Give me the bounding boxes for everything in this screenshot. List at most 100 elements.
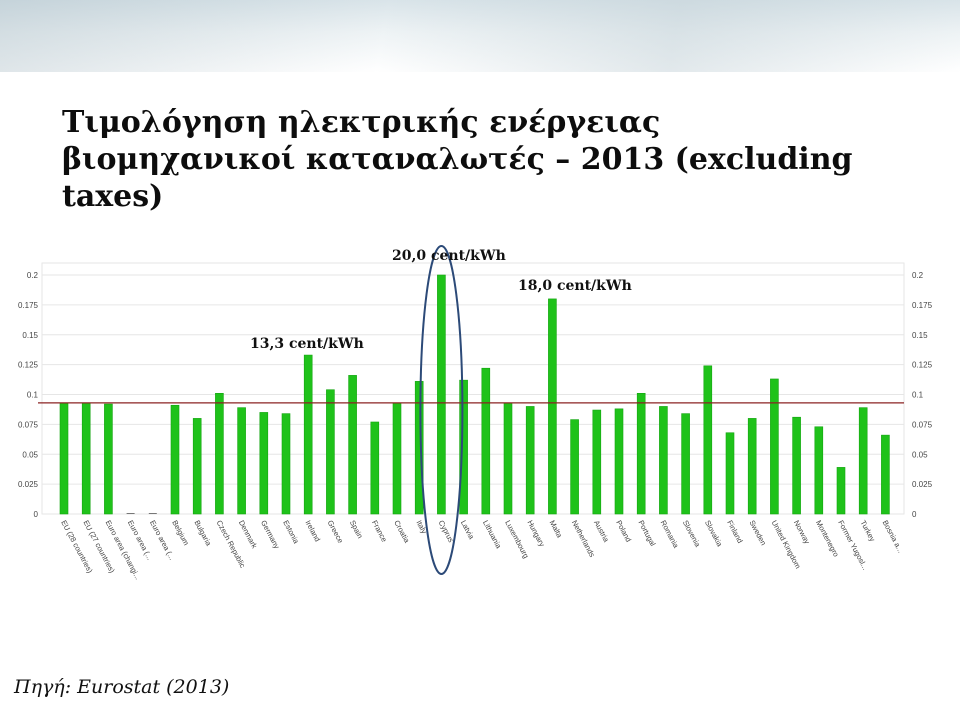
x-tick-label: Austria: [592, 519, 611, 545]
y-tick-label-left: 0.2: [27, 271, 39, 280]
bar: [303, 354, 313, 515]
title-line-2: βιομηχανικοί καταναλωτές – 2013 (excludi…: [62, 142, 853, 177]
x-tick-label: Croatia: [392, 519, 412, 545]
x-tick-label: Netherlands: [570, 519, 597, 559]
bar: [459, 379, 468, 515]
y-tick-label-left: 0: [34, 510, 39, 519]
x-tick-label: Belgium: [170, 519, 191, 547]
bar: [881, 434, 890, 515]
annotation-label: 13,3 cent/kWh: [250, 336, 364, 352]
y-tick-label-left: 0.175: [18, 301, 39, 310]
bar: [237, 407, 246, 515]
annotation-label: 20,0 cent/kWh: [392, 248, 506, 264]
x-tick-label: Ireland: [303, 519, 322, 543]
y-tick-label-left: 0.15: [22, 331, 38, 340]
bar: [81, 402, 91, 515]
annotation-label: 18,0 cent/kWh: [518, 278, 632, 294]
y-axis-ticks: 0 0 0.025 0.025 0.05 0.05 0.075 0.075 0.1 0.1 0.12…: [18, 271, 933, 519]
x-tick-label: Denmark: [237, 519, 259, 550]
bar: [747, 418, 757, 515]
bar: [814, 426, 824, 515]
chart-grid: [41, 262, 905, 515]
x-tick-label: Latvia: [459, 519, 477, 542]
bar: [614, 408, 624, 515]
y-tick-label-right: 0: [912, 510, 917, 519]
bar: [858, 407, 868, 515]
bar: [836, 467, 846, 515]
bar: [170, 404, 180, 515]
y-tick-label-right: 0.2: [912, 271, 924, 280]
x-axis-ticks: EU (28 countries)EU (27 countries)Euro a…: [59, 519, 905, 581]
bar: [192, 418, 202, 515]
x-tick-label: Finland: [725, 519, 744, 545]
bar: [770, 378, 779, 515]
y-tick-label-right: 0.15: [912, 331, 928, 340]
header-band: [0, 0, 960, 72]
bar: [348, 375, 357, 515]
x-tick-label: Turkey: [858, 519, 877, 543]
x-tick-label: Greece: [326, 519, 345, 545]
x-tick-label: Romania: [659, 519, 681, 550]
bar: [370, 421, 380, 515]
bar: [414, 381, 424, 515]
bar: [326, 389, 335, 515]
bar: [148, 513, 157, 514]
x-tick-label: Montenegro: [814, 519, 841, 559]
bar: [703, 365, 713, 515]
bar: [392, 402, 402, 515]
y-tick-label-left: 0.1: [27, 391, 39, 400]
chart-bars: [59, 274, 890, 515]
bar: [681, 413, 690, 515]
bar: [126, 513, 135, 514]
x-tick-label: Malta: [548, 519, 565, 540]
x-tick-label: Norway: [792, 519, 812, 546]
title-line-3: taxes): [62, 179, 164, 214]
x-tick-label: Lithuania: [481, 519, 504, 551]
y-tick-label-right: 0.075: [912, 420, 933, 429]
slide-title: Τιμολόγηση ηλεκτρικής ενέργειας βιομηχαν…: [62, 104, 922, 215]
bar: [592, 409, 602, 515]
highlight-ellipse: [419, 245, 464, 575]
x-tick-label: Hungary: [525, 519, 546, 548]
x-tick-label: Portugal: [636, 519, 657, 548]
y-tick-label-right: 0.125: [912, 361, 933, 370]
bar: [659, 406, 668, 515]
y-tick-label-left: 0.125: [18, 361, 39, 370]
x-tick-label: Slovakia: [703, 519, 725, 549]
x-tick-label: Cyprus: [437, 519, 456, 544]
bar: [636, 393, 646, 515]
x-tick-label: Slovenia: [681, 519, 703, 549]
y-tick-label-left: 0.075: [18, 420, 39, 429]
x-tick-label: France: [370, 519, 389, 544]
title-line-1: Τιμολόγηση ηλεκτρικής ενέργειας: [62, 105, 661, 140]
y-tick-label-right: 0.175: [912, 301, 933, 310]
bar: [437, 274, 446, 515]
bar: [570, 419, 579, 515]
bar-chart: 0 0 0.025 0.025 0.05 0.05 0.075 0.075 0.1 0.1 0.12…: [18, 245, 933, 581]
chart-annotations: 20,0 cent/kWh 18,0 cent/kWh 13,3 cent/kWh: [250, 245, 632, 575]
bar: [792, 416, 801, 515]
bar: [104, 403, 113, 515]
bar: [259, 412, 269, 515]
x-tick-label: Sweden: [747, 519, 768, 547]
bar: [725, 432, 735, 515]
source-caption: Πηγή: Eurostat (2013): [14, 676, 230, 698]
bar: [481, 367, 491, 515]
x-tick-label: Germany: [259, 519, 282, 551]
x-tick-label: Spain: [348, 519, 365, 540]
y-tick-label-left: 0.05: [22, 450, 38, 459]
x-tick-label: Bulgaria: [192, 519, 213, 548]
x-tick-label: Bosnia a...: [881, 519, 906, 555]
bar: [281, 413, 291, 515]
x-tick-label: Estonia: [281, 519, 301, 546]
bar: [59, 402, 69, 515]
x-tick-label: Poland: [614, 519, 633, 544]
bar: [503, 402, 513, 515]
y-tick-label-right: 0.025: [912, 480, 933, 489]
y-tick-label-right: 0.05: [912, 450, 928, 459]
y-tick-label-left: 0.025: [18, 480, 39, 489]
y-tick-label-right: 0.1: [912, 391, 924, 400]
header-band-texture: [0, 0, 960, 72]
bar: [548, 298, 557, 515]
bar: [215, 393, 224, 515]
